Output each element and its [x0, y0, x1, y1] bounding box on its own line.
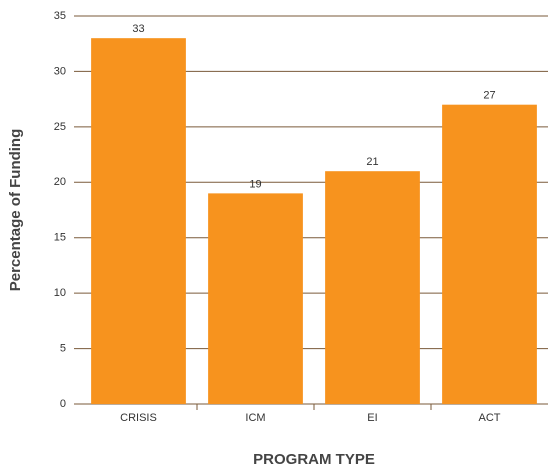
x-tick-label: CRISIS [120, 412, 157, 424]
x-tick-label: ACT [479, 412, 501, 424]
x-tick-label: EI [367, 412, 377, 424]
y-tick-label: 20 [54, 176, 66, 188]
y-axis-title: Percentage of Funding [7, 129, 24, 292]
value-label: 33 [132, 23, 144, 35]
bar [208, 193, 303, 404]
y-tick-label: 5 [60, 342, 66, 354]
x-tick-label: ICM [245, 412, 265, 424]
bar [91, 38, 186, 405]
value-label: 19 [249, 178, 261, 190]
y-tick-label: 25 [54, 121, 66, 133]
value-label: 21 [366, 156, 378, 168]
x-axis-title: PROGRAM TYPE [253, 451, 375, 468]
bar [325, 171, 420, 404]
y-tick-label: 30 [54, 65, 66, 77]
y-tick-label: 15 [54, 232, 66, 244]
y-tick-label: 0 [60, 398, 66, 410]
value-label: 27 [483, 90, 495, 102]
y-tick-label: 10 [54, 287, 66, 299]
bar [442, 104, 537, 404]
y-tick-label: 35 [54, 10, 66, 22]
